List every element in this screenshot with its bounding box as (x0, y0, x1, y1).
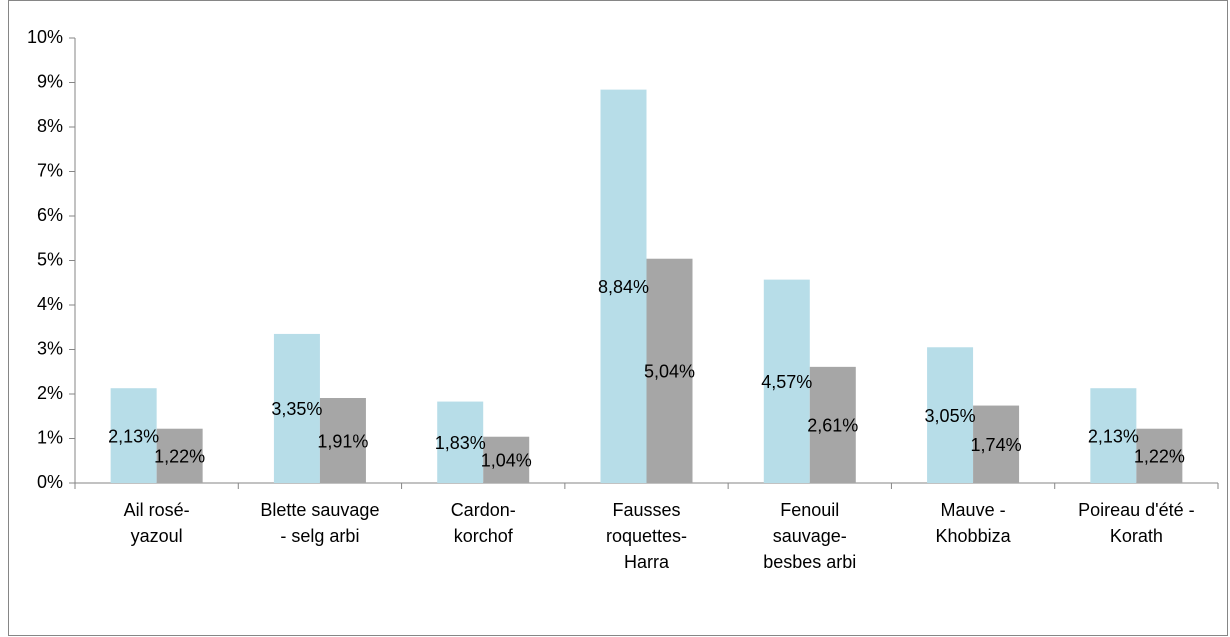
data-label: 1,04% (481, 451, 532, 471)
y-tick-label: 1% (37, 427, 63, 447)
bar (437, 401, 484, 483)
x-tick-label-line: Korath (1110, 526, 1163, 546)
x-tick-label: Blette sauvage - selg arbi (260, 500, 379, 546)
data-label: 1,22% (154, 447, 205, 467)
x-tick-label-line: Khobbiza (936, 526, 1012, 546)
y-tick-label: 10% (27, 27, 63, 47)
x-tick-label-line: korchof (454, 526, 514, 546)
bar (319, 398, 366, 483)
bar (1136, 428, 1183, 483)
x-tick-label-line: yazoul (131, 526, 183, 546)
data-label: 2,13% (108, 426, 159, 446)
data-label: 4,57% (761, 372, 812, 392)
x-tick-label: Ail rosé-yazoul (124, 500, 190, 546)
y-tick-label: 9% (37, 71, 63, 91)
x-tick-label-line: roquettes- (606, 526, 687, 546)
bar (1090, 388, 1137, 483)
bar (483, 436, 530, 483)
bar (156, 428, 203, 483)
data-label: 8,84% (598, 277, 649, 297)
data-label: 1,91% (317, 431, 368, 451)
x-tick-label-line: sauvage- (773, 526, 847, 546)
y-tick-label: 0% (37, 472, 63, 492)
data-label: 3,05% (925, 406, 976, 426)
x-tick-label-line: Fausses (612, 500, 680, 520)
x-tick-label-line: Ail rosé- (124, 500, 190, 520)
data-label: 3,35% (271, 399, 322, 419)
data-label: 2,13% (1088, 426, 1139, 446)
x-tick-label-line: Cardon- (451, 500, 516, 520)
x-tick-label-line: - selg arbi (280, 526, 359, 546)
y-tick-label: 7% (37, 160, 63, 180)
x-tick-label: Poireau d'été - Korath (1078, 500, 1195, 546)
y-tick-label: 2% (37, 383, 63, 403)
x-tick-label-line: Mauve - (941, 500, 1006, 520)
y-tick-label: 8% (37, 116, 63, 136)
bar (927, 347, 974, 483)
x-tick-label: Fausses roquettes- Harra (606, 500, 687, 572)
x-tick-label-line: Poireau d'été - (1078, 500, 1195, 520)
x-tick-label: Mauve - Khobbiza (936, 500, 1012, 546)
data-label: 1,74% (971, 435, 1022, 455)
y-tick-label: 4% (37, 294, 63, 314)
y-tick-label: 5% (37, 249, 63, 269)
y-tick-label: 3% (37, 338, 63, 358)
bar (110, 388, 157, 483)
x-tick-label-line: Harra (624, 552, 670, 572)
y-tick-label: 6% (37, 205, 63, 225)
x-tick-label-line: Blette sauvage (260, 500, 379, 520)
bar (763, 279, 810, 483)
x-tick-label-line: besbes arbi (763, 552, 856, 572)
data-label: 5,04% (644, 362, 695, 382)
bar (973, 405, 1020, 483)
data-label: 1,22% (1134, 447, 1185, 467)
bar (809, 366, 856, 483)
data-label: 2,61% (807, 416, 858, 436)
bar (646, 258, 693, 483)
data-label: 1,83% (435, 433, 486, 453)
x-tick-label-line: Fenouil (780, 500, 839, 520)
x-tick-label: Cardon-korchof (451, 500, 516, 546)
x-tick-label: Fenouil sauvage-besbes arbi (763, 500, 856, 572)
bar (273, 333, 320, 483)
bar (600, 89, 647, 484)
